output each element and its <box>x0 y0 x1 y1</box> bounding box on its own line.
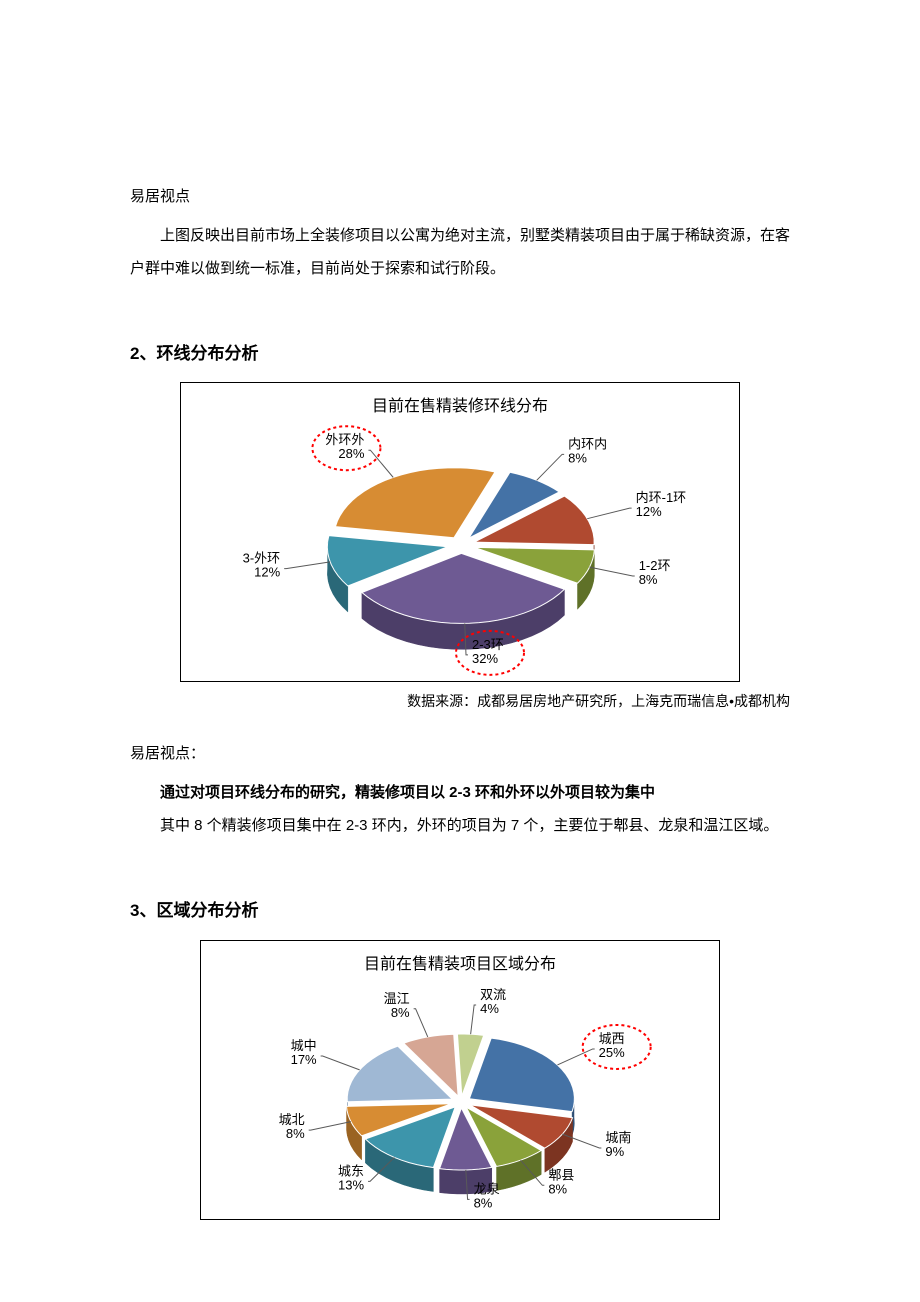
chart-title: 目前在售精装项目区域分布 <box>201 941 719 982</box>
svg-text:8%: 8% <box>286 1126 305 1141</box>
svg-text:8%: 8% <box>639 572 658 587</box>
chart-ring-distribution: 目前在售精装修环线分布 内环内8%内环-1环12%1-2环8%2-3环32%3-… <box>180 382 740 682</box>
svg-text:城南: 城南 <box>605 1130 631 1145</box>
svg-text:2-3环: 2-3环 <box>472 636 504 651</box>
svg-text:25%: 25% <box>599 1045 625 1060</box>
intro-paragraph: 上图反映出目前市场上全装修项目以公寓为绝对主流，别墅类精装项目由于属于稀缺资源，… <box>130 219 790 285</box>
svg-text:外环外: 外环外 <box>325 432 364 447</box>
svg-text:温江: 温江 <box>384 991 410 1006</box>
intro-heading: 易居视点 <box>130 180 790 213</box>
chart-source: 数据来源：成都易居房地产研究所，上海克而瑞信息•成都机构 <box>130 686 790 717</box>
svg-text:8%: 8% <box>568 450 587 465</box>
svg-text:8%: 8% <box>548 1181 567 1196</box>
section2-bold: 通过对项目环线分布的研究，精装修项目以 2-3 环和外环以外项目较为集中 <box>130 776 790 809</box>
svg-text:1-2环: 1-2环 <box>639 558 671 573</box>
svg-text:8%: 8% <box>391 1005 410 1020</box>
svg-text:3-外环: 3-外环 <box>243 550 281 565</box>
svg-text:城中: 城中 <box>291 1038 317 1053</box>
svg-text:9%: 9% <box>605 1144 624 1159</box>
section3-heading: 3、区域分布分析 <box>130 892 790 929</box>
svg-text:城西: 城西 <box>599 1031 625 1046</box>
pie-chart-region: 城西25%城南9%郫县8%龙泉8%城东13%城北8%城中17%温江8%双流4% <box>201 982 721 1232</box>
svg-text:龙泉: 龙泉 <box>474 1181 500 1196</box>
svg-text:32%: 32% <box>472 650 498 665</box>
viewpoint-heading: 易居视点： <box>130 737 790 770</box>
svg-text:城东: 城东 <box>338 1163 364 1178</box>
svg-text:4%: 4% <box>480 1001 499 1016</box>
svg-text:内环内: 内环内 <box>568 436 607 451</box>
svg-text:13%: 13% <box>338 1177 364 1192</box>
svg-text:12%: 12% <box>636 504 662 519</box>
section2-heading: 2、环线分布分析 <box>130 335 790 372</box>
svg-text:8%: 8% <box>474 1195 493 1210</box>
svg-text:双流: 双流 <box>480 987 506 1002</box>
svg-text:28%: 28% <box>338 446 364 461</box>
section2-paragraph: 其中 8 个精装修项目集中在 2-3 环内，外环的项目为 7 个，主要位于郫县、… <box>130 809 790 842</box>
svg-text:17%: 17% <box>291 1052 317 1067</box>
svg-text:城北: 城北 <box>279 1112 305 1127</box>
svg-text:12%: 12% <box>254 564 280 579</box>
chart-title: 目前在售精装修环线分布 <box>181 383 739 424</box>
svg-text:郫县: 郫县 <box>548 1167 574 1182</box>
pie-chart-ring: 内环内8%内环-1环12%1-2环8%2-3环32%3-外环12%外环外28% <box>181 425 741 685</box>
svg-text:内环-1环: 内环-1环 <box>636 490 687 505</box>
chart-region-distribution: 目前在售精装项目区域分布 城西25%城南9%郫县8%龙泉8%城东13%城北8%城… <box>200 940 720 1220</box>
